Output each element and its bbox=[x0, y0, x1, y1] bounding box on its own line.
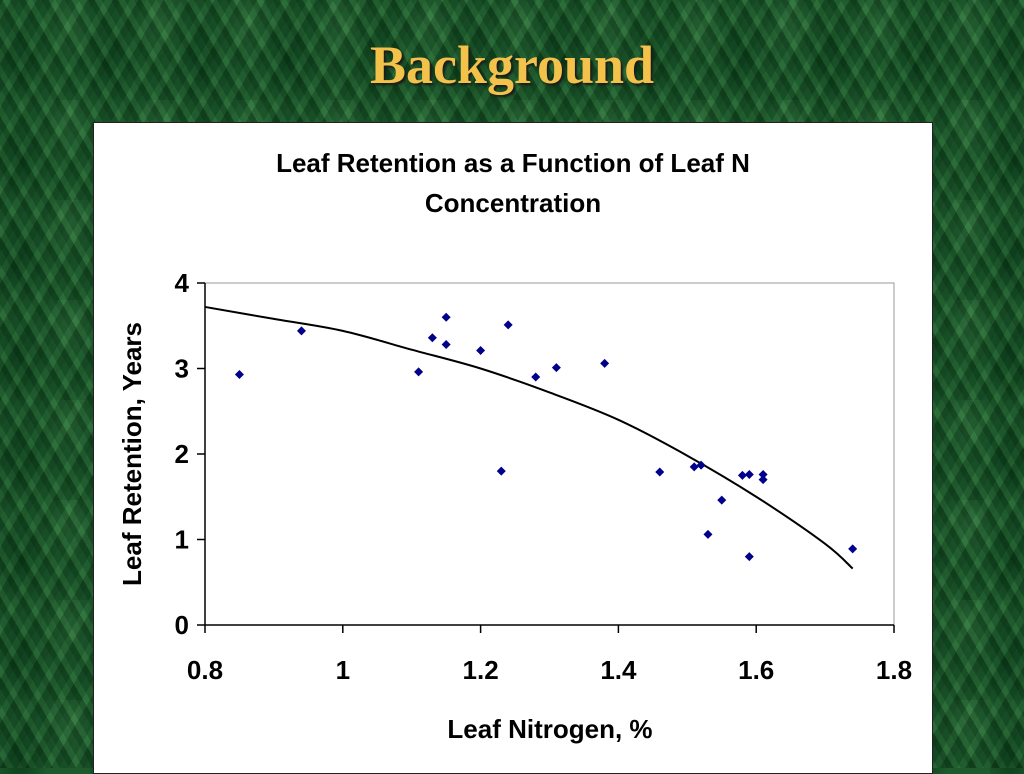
data-point bbox=[717, 495, 727, 505]
data-point bbox=[600, 358, 610, 368]
plot-area bbox=[204, 282, 895, 626]
x-tick-label: 1.2 bbox=[463, 655, 499, 685]
y-tick-label: 4 bbox=[175, 268, 190, 298]
data-point bbox=[531, 372, 541, 382]
y-tick-label: 1 bbox=[175, 525, 189, 555]
chart-title-line-1: Leaf Retention as a Function of Leaf N bbox=[276, 148, 750, 178]
data-point bbox=[234, 369, 244, 379]
x-tick-label: 1.8 bbox=[876, 655, 912, 685]
data-point bbox=[758, 470, 768, 480]
data-points bbox=[234, 312, 858, 562]
data-point bbox=[551, 363, 561, 373]
trend-curve bbox=[204, 305, 854, 570]
slide-title: Background bbox=[369, 35, 655, 95]
y-axis-label: Leaf Retention, Years bbox=[117, 322, 147, 586]
data-point bbox=[744, 470, 754, 480]
data-point bbox=[414, 367, 424, 377]
chart-title-line-2: Concentration bbox=[425, 188, 601, 218]
data-point bbox=[696, 460, 706, 470]
data-point bbox=[476, 346, 486, 356]
axes: 0.8 1 1.2 1.4 1.6 1.8 0 1 2 3 4 bbox=[175, 268, 913, 685]
data-point bbox=[296, 326, 306, 336]
data-point bbox=[848, 544, 858, 554]
x-tick-label: 1 bbox=[336, 655, 350, 685]
data-point bbox=[441, 312, 451, 322]
data-point bbox=[744, 552, 754, 562]
y-tick-label: 0 bbox=[175, 610, 189, 640]
data-point bbox=[503, 320, 513, 330]
data-point bbox=[737, 470, 747, 480]
data-point bbox=[655, 467, 665, 477]
y-tick-label: 2 bbox=[175, 439, 189, 469]
y-tick-label: 3 bbox=[175, 354, 189, 384]
scatter-chart: Leaf Retention as a Function of Leaf N C… bbox=[117, 148, 913, 744]
x-tick-label: 1.6 bbox=[738, 655, 774, 685]
data-point bbox=[758, 475, 768, 485]
data-point bbox=[689, 462, 699, 472]
x-axis-label: Leaf Nitrogen, % bbox=[447, 714, 652, 744]
data-point bbox=[427, 333, 437, 343]
data-point bbox=[703, 529, 713, 539]
data-point bbox=[441, 340, 451, 350]
data-point bbox=[496, 466, 506, 476]
chart-panel: Leaf Retention as a Function of Leaf N C… bbox=[93, 122, 933, 774]
x-tick-label: 1.4 bbox=[600, 655, 637, 685]
x-tick-label: 0.8 bbox=[187, 655, 223, 685]
